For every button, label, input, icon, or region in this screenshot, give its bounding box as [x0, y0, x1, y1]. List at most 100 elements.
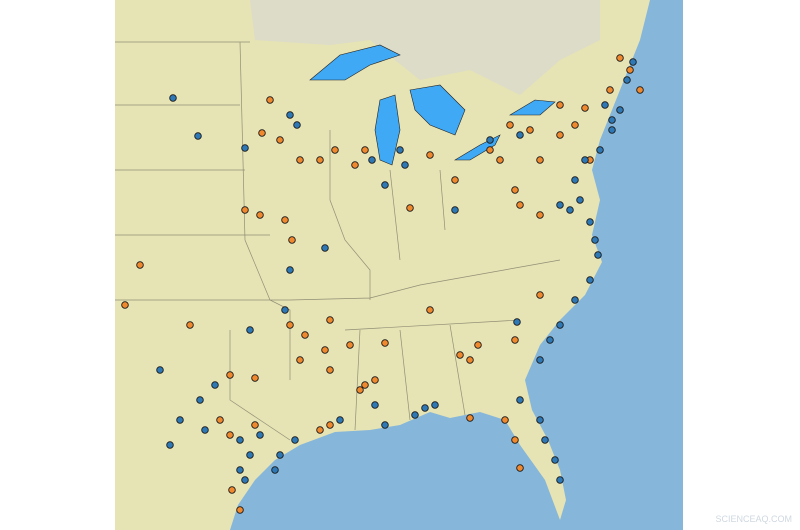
site-dot: [486, 136, 494, 144]
site-dot: [196, 396, 204, 404]
site-dot: [608, 116, 616, 124]
site-dot: [421, 404, 429, 412]
site-dot: [506, 121, 514, 129]
lake-huron: [409, 84, 466, 136]
site-dot: [466, 414, 474, 422]
site-dot: [288, 236, 296, 244]
site-dot: [166, 441, 174, 449]
site-dot: [286, 111, 294, 119]
site-dot: [516, 131, 524, 139]
site-dot: [594, 251, 602, 259]
site-dot: [581, 104, 589, 112]
site-dot: [571, 121, 579, 129]
site-dot: [241, 206, 249, 214]
site-dot: [321, 346, 329, 354]
site-dot: [216, 416, 224, 424]
site-dot: [556, 476, 564, 484]
site-dot: [556, 131, 564, 139]
site-dot: [241, 144, 249, 152]
site-dot: [636, 86, 644, 94]
site-dot: [396, 146, 404, 154]
site-dot: [251, 421, 259, 429]
site-dot: [281, 306, 289, 314]
site-dot: [516, 464, 524, 472]
site-dot: [246, 451, 254, 459]
sites: [121, 54, 644, 514]
site-dot: [511, 436, 519, 444]
site-dot: [486, 146, 494, 154]
site-dot: [316, 156, 324, 164]
site-dot: [351, 161, 359, 169]
site-dot: [401, 161, 409, 169]
site-dot: [156, 366, 164, 374]
site-dot: [526, 126, 534, 134]
canada: [250, 0, 600, 95]
site-dot: [501, 416, 509, 424]
site-dot: [321, 244, 329, 252]
lake-ontario: [508, 99, 556, 116]
site-dot: [596, 146, 604, 154]
site-dot: [286, 266, 294, 274]
site-dot: [291, 436, 299, 444]
site-dot: [616, 106, 624, 114]
site-dot: [511, 186, 519, 194]
site-dot: [556, 201, 564, 209]
site-dot: [451, 206, 459, 214]
site-dot: [346, 341, 354, 349]
site-dot: [136, 261, 144, 269]
site-dot: [236, 466, 244, 474]
site-dot: [623, 76, 631, 84]
site-dot: [169, 94, 177, 102]
site-dot: [236, 506, 244, 514]
site-dot: [466, 356, 474, 364]
site-dot: [406, 204, 414, 212]
site-dot: [616, 54, 624, 62]
site-dot: [451, 176, 459, 184]
site-dot: [316, 426, 324, 434]
site-dot: [474, 341, 482, 349]
site-dot: [629, 58, 637, 66]
watermark: SCIENCEAQ.COM: [715, 514, 792, 524]
site-dot: [371, 401, 379, 409]
site-dot: [356, 386, 364, 394]
site-dot: [381, 181, 389, 189]
site-dot: [381, 421, 389, 429]
site-dot: [608, 126, 616, 134]
site-dot: [541, 436, 549, 444]
site-dot: [301, 331, 309, 339]
site-dot: [326, 421, 334, 429]
site-dot: [591, 236, 599, 244]
site-dot: [281, 216, 289, 224]
site-dot: [536, 416, 544, 424]
site-dot: [194, 132, 202, 140]
site-dot: [186, 321, 194, 329]
site-dot: [576, 196, 584, 204]
site-dot: [586, 276, 594, 284]
site-dot: [511, 336, 519, 344]
site-dot: [581, 156, 589, 164]
site-dot: [456, 351, 464, 359]
state-borders: [115, 41, 561, 441]
site-dot: [516, 396, 524, 404]
site-dot: [426, 306, 434, 314]
site-dot: [431, 401, 439, 409]
site-dot: [246, 326, 254, 334]
site-dot: [286, 321, 294, 329]
site-dot: [571, 296, 579, 304]
site-dot: [331, 146, 339, 154]
site-dot: [276, 136, 284, 144]
lake-michigan: [374, 94, 401, 166]
site-dot: [516, 201, 524, 209]
site-dot: [201, 426, 209, 434]
site-dot: [546, 336, 554, 344]
site-dot: [276, 451, 284, 459]
site-dot: [536, 211, 544, 219]
site-dot: [426, 151, 434, 159]
lake-superior: [309, 44, 401, 81]
site-dot: [241, 476, 249, 484]
site-dot: [551, 456, 559, 464]
site-dot: [228, 486, 236, 494]
site-dot: [566, 206, 574, 214]
